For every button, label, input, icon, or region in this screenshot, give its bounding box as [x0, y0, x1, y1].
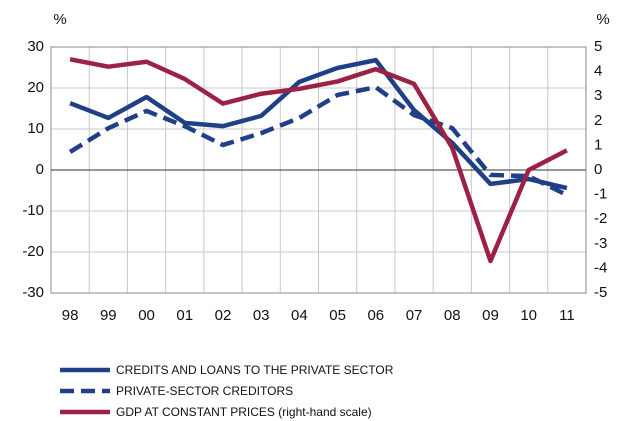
y2-tick-label: 0 — [594, 161, 602, 178]
y2-tick-label: 2 — [594, 112, 602, 129]
x-tick-label: 03 — [253, 307, 270, 324]
y-tick-label: -30 — [22, 284, 44, 301]
x-tick-label: 11 — [559, 307, 575, 324]
x-tick-label: 06 — [367, 307, 384, 324]
y2-tick-label: -2 — [594, 210, 607, 227]
y-tick-label: -10 — [22, 202, 44, 219]
series-line — [69, 57, 568, 191]
y-axis-label: % — [53, 11, 66, 28]
y-tick-label: 10 — [27, 120, 44, 137]
x-tick-label: 99 — [100, 307, 117, 324]
y2-tick-label: -5 — [594, 284, 607, 301]
y2-tick-label: -1 — [594, 186, 607, 203]
y2-tick-label: -4 — [594, 259, 607, 276]
legend-label: GDP AT CONSTANT PRICES (right-hand scale… — [116, 405, 372, 419]
x-tick-label: 08 — [444, 307, 461, 324]
y2-axis-label: % — [596, 11, 609, 28]
x-tick-label: 10 — [520, 307, 537, 324]
y2-tick-label: 1 — [594, 136, 602, 153]
y-tick-label: -20 — [22, 243, 44, 260]
y2-tick-label: -3 — [594, 235, 607, 252]
x-tick-label: 00 — [138, 307, 155, 324]
y-tick-label: 0 — [36, 161, 44, 178]
y2-tick-label: 4 — [594, 63, 602, 80]
y-tick-label: 30 — [27, 38, 44, 55]
legend-label: CREDITS AND LOANS TO THE PRIVATE SECTOR — [116, 363, 394, 377]
series-line — [68, 84, 568, 198]
x-tick-label: 98 — [62, 307, 79, 324]
x-tick-label: 01 — [176, 307, 193, 324]
x-tick-label: 02 — [215, 307, 232, 324]
x-tick-label: 05 — [329, 307, 346, 324]
x-tick-label: 04 — [291, 307, 308, 324]
y2-tick-label: 5 — [594, 38, 602, 55]
x-tick-label: 09 — [482, 307, 499, 324]
y2-tick-label: 3 — [594, 87, 602, 104]
legend-label: PRIVATE-SECTOR CREDITORS — [116, 384, 293, 398]
x-tick-label: 07 — [406, 307, 423, 324]
series-line — [69, 57, 568, 264]
y-tick-label: 20 — [27, 79, 44, 96]
